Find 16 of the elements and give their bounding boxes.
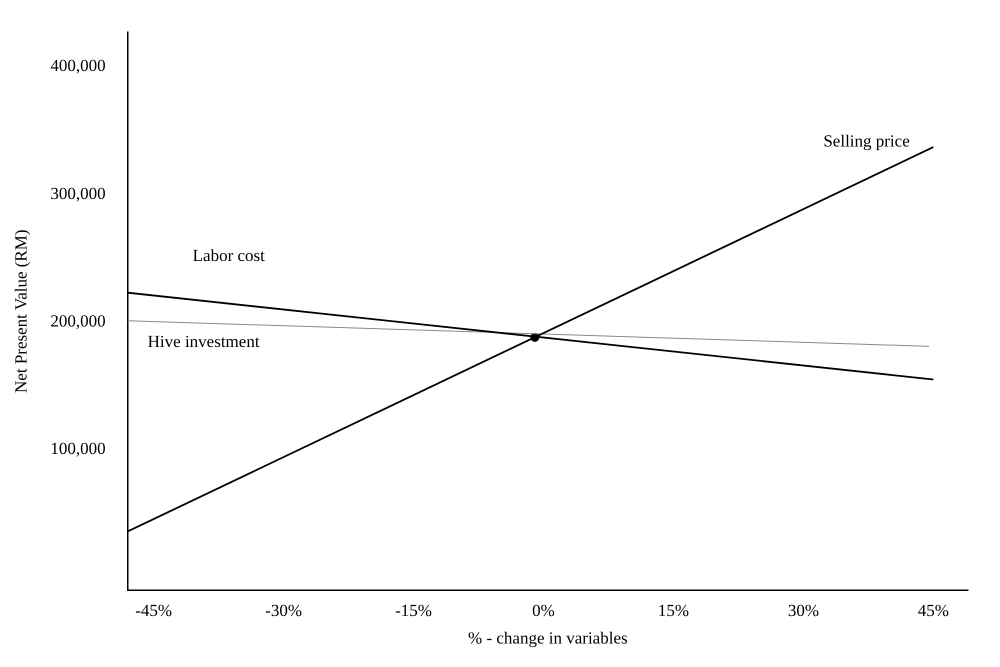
- series-label: Selling price: [823, 132, 910, 151]
- x-tick-label: 30%: [788, 600, 819, 620]
- series-label: Hive investment: [148, 332, 260, 352]
- x-axis-title: % - change in variables: [468, 628, 628, 648]
- x-tick-label: -30%: [265, 600, 302, 620]
- x-tick-label: -45%: [135, 600, 172, 620]
- y-tick-label: 200,000: [50, 312, 106, 331]
- x-tick-label: 0%: [532, 600, 555, 620]
- y-tick-label: 400,000: [50, 56, 106, 76]
- text: Labor cost: [192, 246, 266, 266]
- y-axis-title: Net Present Value (RM): [12, 229, 31, 393]
- y-tick-label: 300,000: [50, 184, 106, 203]
- x-tick-label: -15%: [395, 600, 432, 620]
- x-tick-label: 45%: [918, 600, 949, 620]
- y-tick-label: 100,000: [50, 439, 106, 458]
- x-tick-label: 15%: [658, 600, 690, 620]
